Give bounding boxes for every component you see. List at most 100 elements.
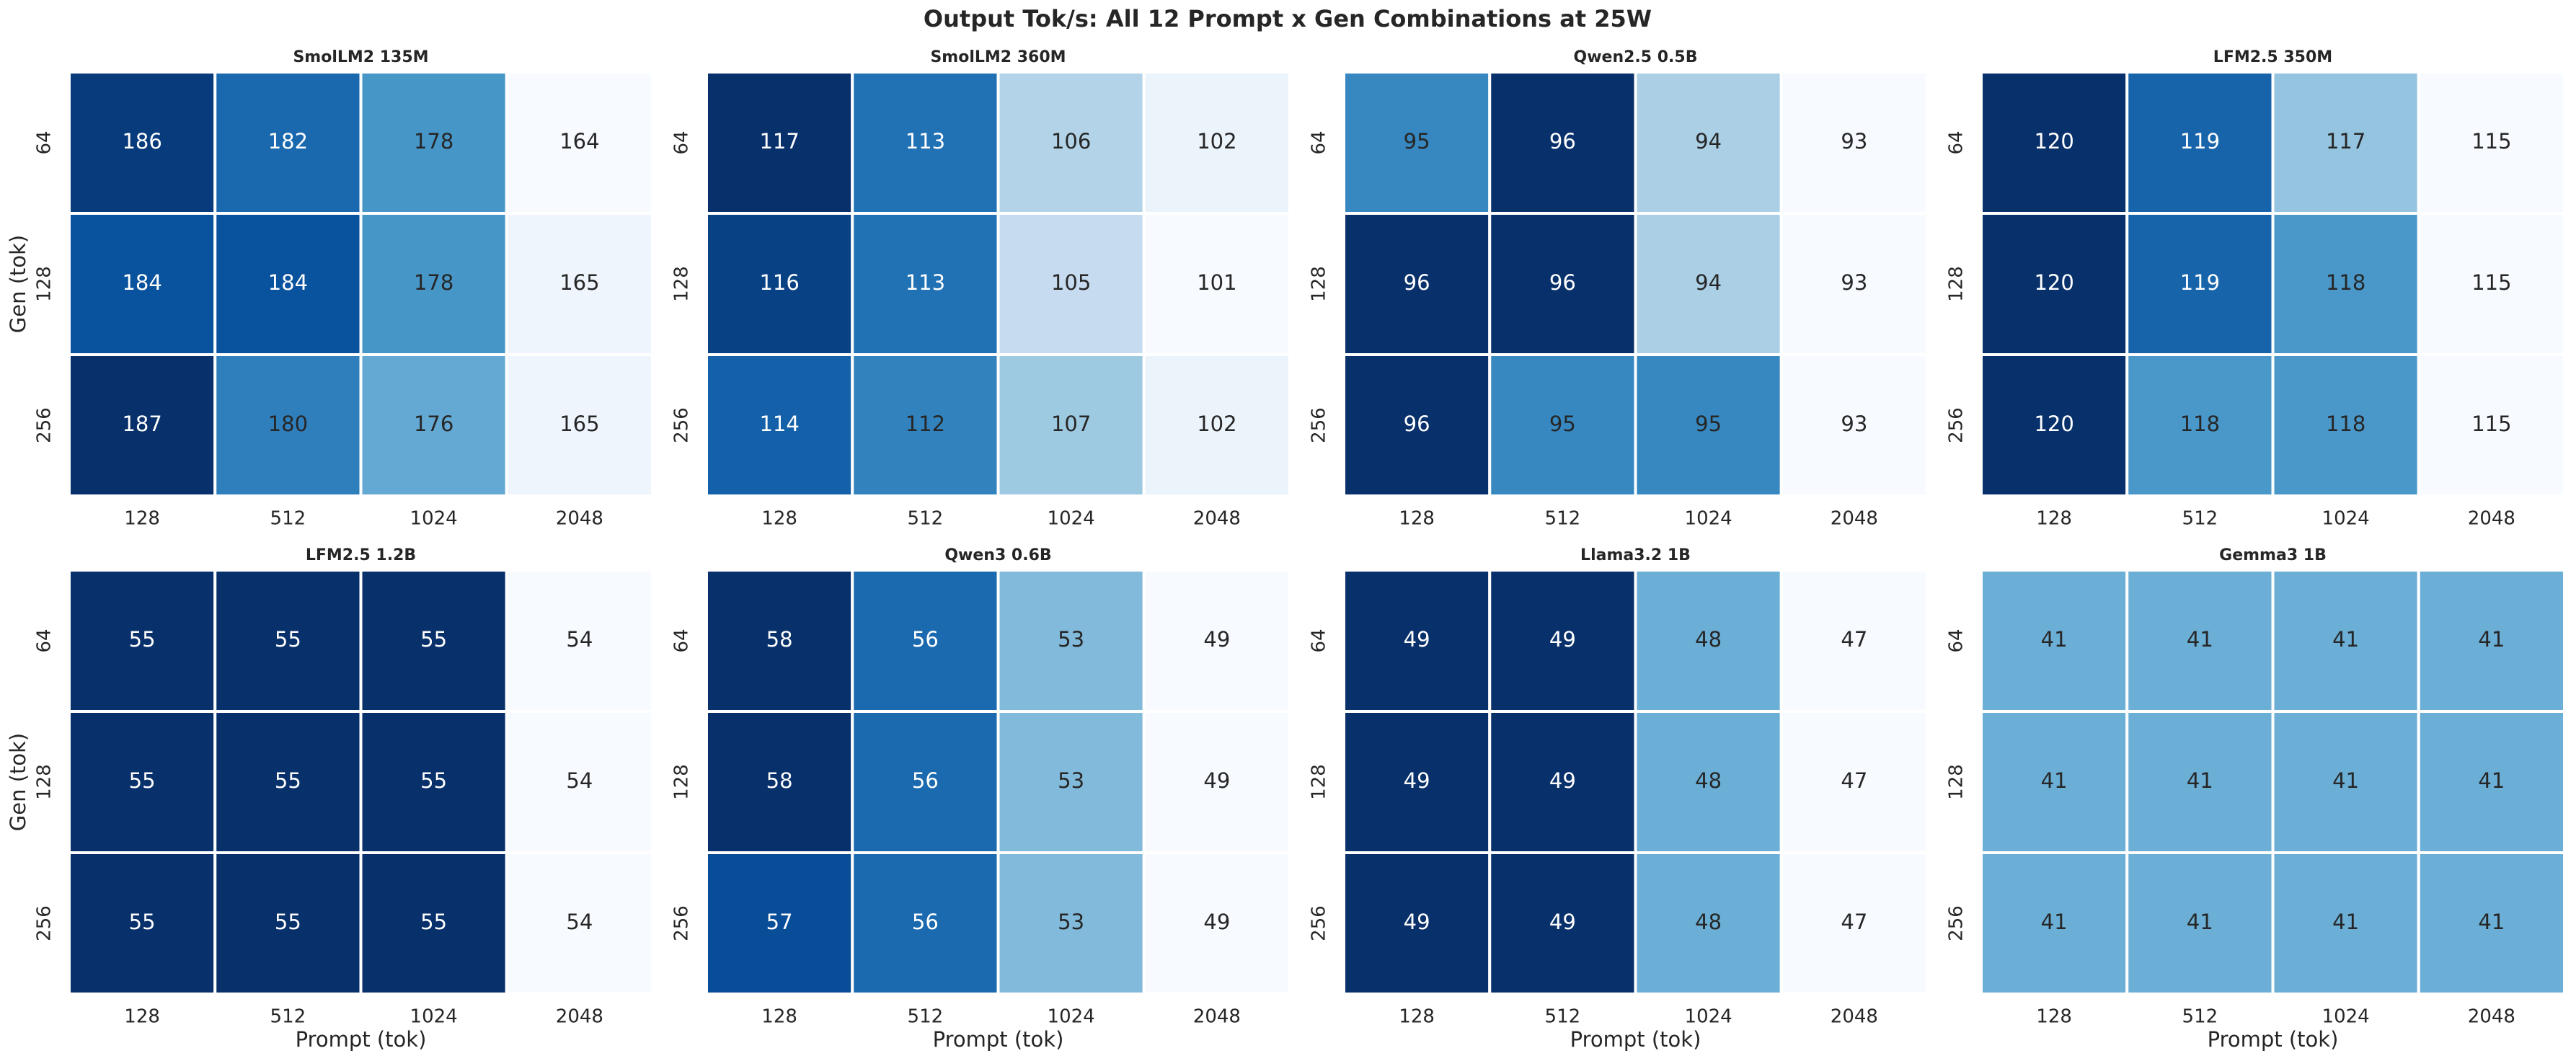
subplot-title: Llama3.2 1B [1580, 546, 1691, 564]
x-axis-label: Prompt (tok) [1570, 1027, 1701, 1052]
heatmap-cell [851, 353, 1000, 497]
y-tick-label: 256 [34, 905, 56, 941]
heatmap-cell [2417, 851, 2566, 995]
heatmap-cell [213, 710, 363, 854]
heatmap-cell [1779, 569, 1929, 713]
cell-value: 54 [566, 627, 593, 652]
x-tick-label: 2048 [1831, 1006, 1878, 1028]
x-tick-label: 512 [2182, 508, 2218, 530]
cell-value: 49 [1203, 910, 1230, 934]
cell-value: 115 [2471, 129, 2511, 154]
y-tick-label: 256 [34, 407, 56, 443]
heatmap-cell [68, 710, 217, 854]
cell-value: 55 [275, 768, 301, 793]
y-tick-label: 256 [1946, 407, 1968, 443]
cell-value: 118 [2180, 412, 2220, 436]
heatmap-cell [2271, 851, 2420, 995]
cell-value: 182 [268, 129, 308, 154]
heatmap-cell [1142, 212, 1291, 356]
cell-value: 93 [1841, 129, 1867, 154]
cell-value: 41 [2187, 910, 2213, 934]
cell-value: 102 [1197, 412, 1236, 436]
x-tick-label: 128 [1399, 1006, 1435, 1028]
heatmap-cell [505, 71, 654, 215]
heatmap-cell [359, 569, 508, 713]
heatmap-cell [1342, 212, 1492, 356]
x-axis-label: Prompt (tok) [2208, 1027, 2339, 1052]
x-tick-label: 512 [1545, 508, 1581, 530]
cell-value: 112 [906, 412, 945, 436]
cell-value: 180 [268, 412, 308, 436]
x-tick-label: 1024 [1048, 508, 1095, 530]
heatmap-cell [705, 851, 854, 995]
y-tick-label: 256 [1946, 905, 1968, 941]
cell-value: 93 [1841, 270, 1867, 295]
cell-value: 96 [1404, 412, 1430, 436]
heatmap-cell [2417, 569, 2566, 713]
cell-value: 120 [2034, 129, 2073, 154]
cell-value: 49 [1549, 910, 1576, 934]
x-tick-label: 512 [908, 1006, 944, 1028]
heatmap-cell [1634, 851, 1783, 995]
cell-value: 56 [912, 627, 939, 652]
cell-value: 96 [1549, 270, 1576, 295]
heatmap-cell [1980, 353, 2129, 497]
cell-value: 48 [1695, 910, 1722, 934]
subplot-title: Gemma3 1B [2219, 546, 2327, 564]
heatmap-cell [2271, 353, 2420, 497]
cell-value: 55 [129, 768, 156, 793]
cell-value: 119 [2180, 270, 2220, 295]
heatmap-cell [996, 212, 1146, 356]
heatmap-cell [2125, 851, 2275, 995]
y-tick-label: 256 [1309, 407, 1330, 443]
heatmap-cell [2271, 710, 2420, 854]
heatmap-cell [68, 71, 217, 215]
cell-value: 55 [129, 910, 156, 934]
heatmap-cell [1488, 353, 1637, 497]
cell-value: 117 [759, 129, 799, 154]
y-tick-label: 128 [1946, 266, 1968, 302]
x-tick-label: 1024 [2322, 508, 2370, 530]
x-tick-label: 1024 [410, 508, 458, 530]
cell-value: 53 [1058, 627, 1084, 652]
x-axis-label: Prompt (tok) [933, 1027, 1064, 1052]
heatmap-cell [2271, 212, 2420, 356]
cell-value: 115 [2471, 412, 2511, 436]
cell-value: 55 [129, 627, 156, 652]
y-tick-label: 64 [671, 130, 693, 154]
cell-value: 57 [766, 910, 793, 934]
heatmap-cell [505, 851, 654, 995]
cell-value: 49 [1203, 627, 1230, 652]
heatmap-cell [1980, 710, 2129, 854]
y-tick-label: 128 [671, 764, 693, 800]
heatmap-cell [705, 353, 854, 497]
heatmap-cell [68, 353, 217, 497]
x-tick-label: 1024 [1685, 508, 1732, 530]
heatmap-cell [213, 353, 363, 497]
heatmap-cell [1342, 710, 1492, 854]
x-tick-label: 512 [270, 1006, 306, 1028]
x-tick-label: 512 [2182, 1006, 2218, 1028]
heatmap-cell [1634, 212, 1783, 356]
y-tick-label: 64 [1946, 629, 1968, 652]
heatmap-cell [505, 212, 654, 356]
heatmap-cell [213, 71, 363, 215]
heatmap-cell [359, 71, 508, 215]
heatmap-cell [1779, 71, 1929, 215]
subplot-title: LFM2.5 350M [2213, 48, 2332, 66]
cell-value: 49 [1404, 910, 1430, 934]
cell-value: 58 [766, 627, 793, 652]
heatmap-cell [505, 353, 654, 497]
cell-value: 58 [766, 768, 793, 793]
subplot-title: LFM2.5 1.2B [306, 546, 416, 564]
heatmap-cell [359, 851, 508, 995]
cell-value: 41 [2478, 768, 2505, 793]
heatmap-cell [213, 569, 363, 713]
cell-value: 53 [1058, 768, 1084, 793]
x-tick-label: 128 [761, 508, 797, 530]
cell-value: 41 [2332, 768, 2359, 793]
subplot-title: Qwen2.5 0.5B [1574, 48, 1698, 66]
cell-value: 107 [1051, 412, 1091, 436]
cell-value: 119 [2180, 129, 2220, 154]
cell-value: 102 [1197, 129, 1236, 154]
